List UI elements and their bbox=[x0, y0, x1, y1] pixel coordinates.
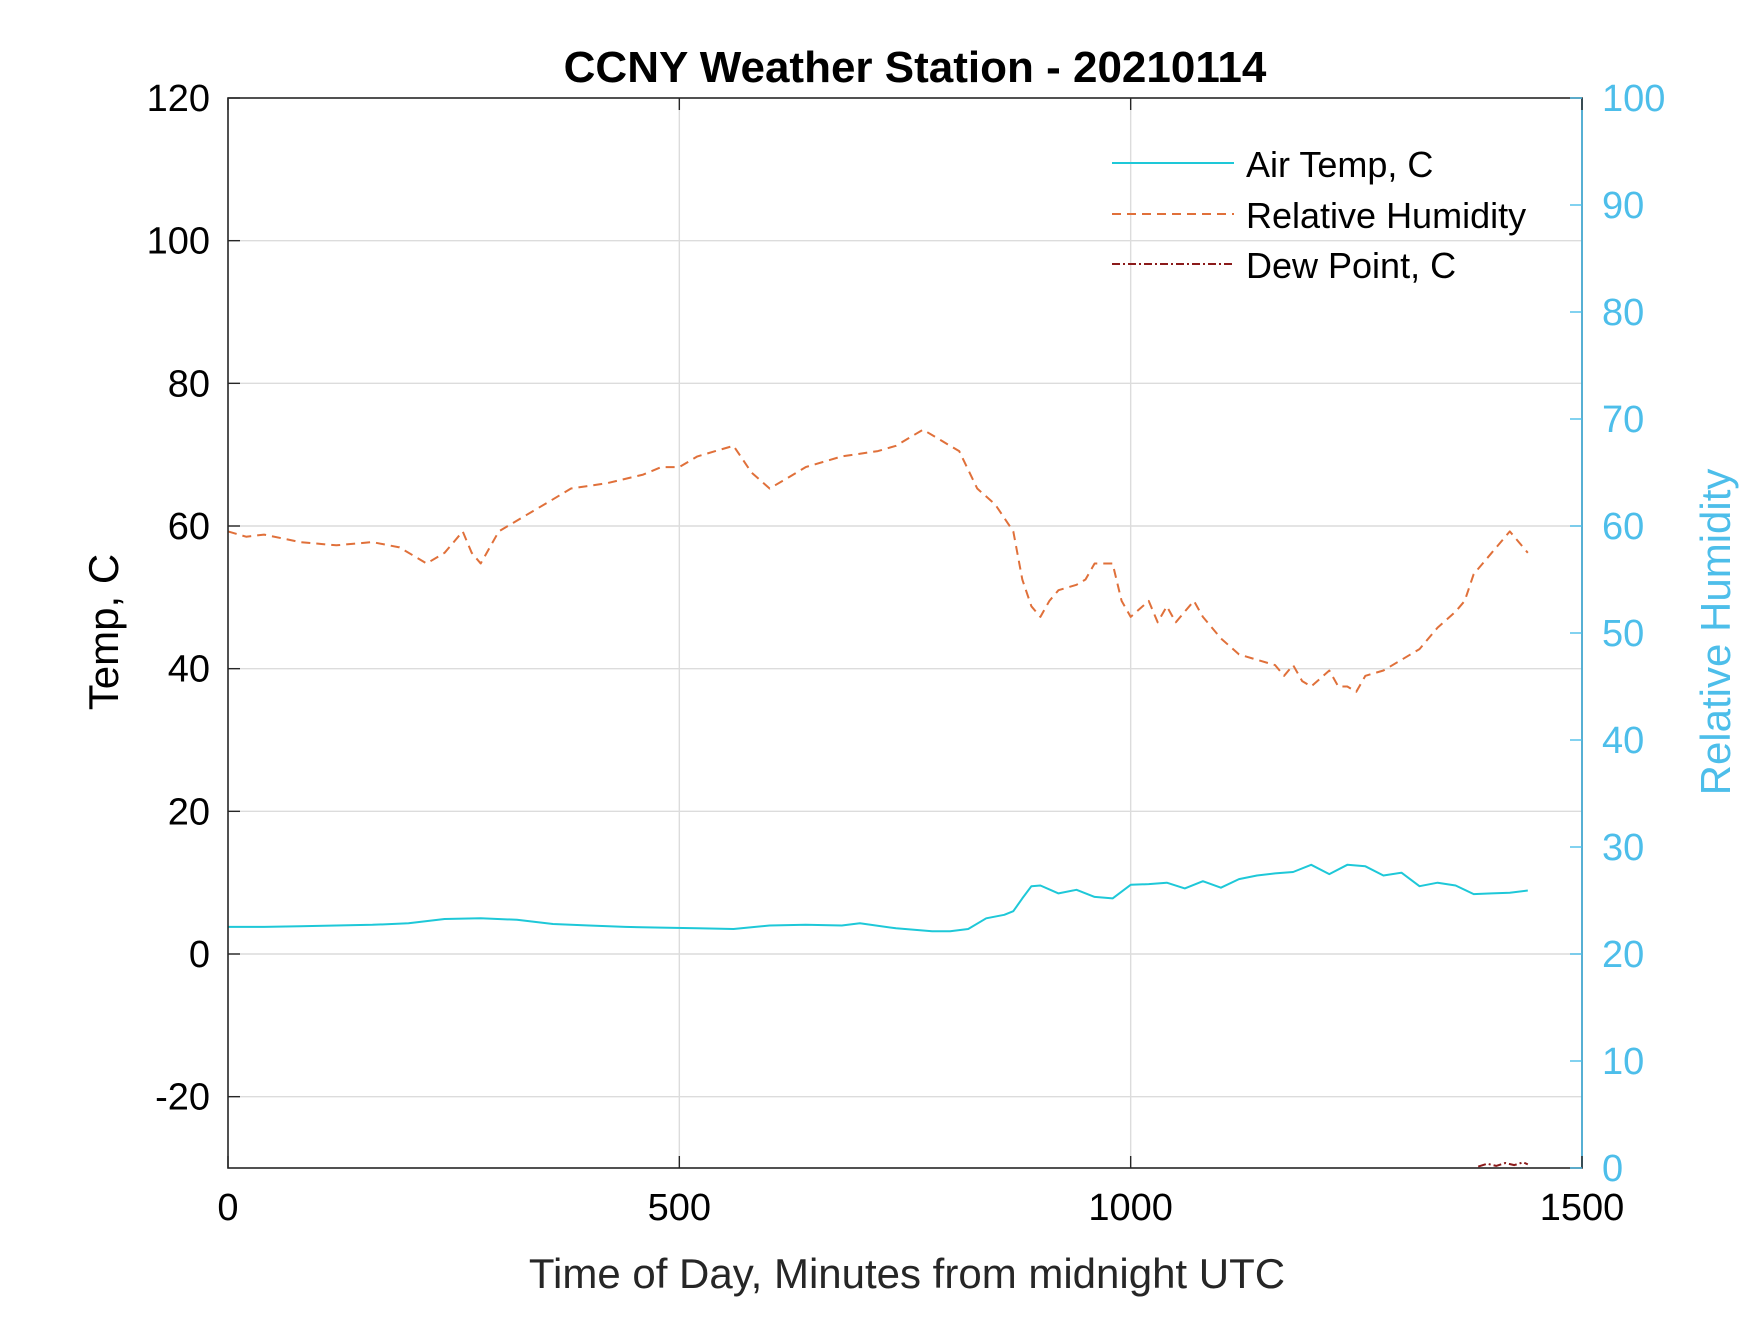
y-tick-label: 40 bbox=[168, 649, 210, 691]
x-axis-label: Time of Day, Minutes from midnight UTC bbox=[529, 1250, 1285, 1297]
y2-tick-label: 100 bbox=[1602, 78, 1665, 120]
ticks-layer: 0 500 1000 1500 -20 0 20 40 60 80 100 120 0 10 20 30 40 5… bbox=[147, 78, 1666, 1229]
y2-tick-label: 70 bbox=[1602, 399, 1644, 441]
chart-title: CCNY Weather Station - 20210114 bbox=[564, 43, 1267, 92]
y-tick-label: 120 bbox=[147, 78, 210, 120]
legend: Air Temp, C Relative Humidity Dew Point,… bbox=[1112, 144, 1526, 286]
y-tick-label: 80 bbox=[168, 363, 210, 405]
legend-label-dew-point: Dew Point, C bbox=[1246, 245, 1456, 286]
x-tick-label: 500 bbox=[648, 1187, 711, 1229]
y2-tick-label: 90 bbox=[1602, 185, 1644, 227]
y2-tick-label: 60 bbox=[1602, 506, 1644, 548]
air-temp-line bbox=[228, 863, 1528, 933]
humidity-line bbox=[227, 428, 1529, 693]
grid-layer bbox=[228, 98, 1582, 1168]
y-tick-label: -20 bbox=[155, 1077, 210, 1119]
y2-tick-label: 30 bbox=[1602, 827, 1644, 869]
x-tick-label: 1500 bbox=[1540, 1187, 1625, 1229]
legend-label-humidity: Relative Humidity bbox=[1246, 195, 1526, 236]
y-tick-label: 100 bbox=[147, 221, 210, 263]
y2-tick-label: 50 bbox=[1602, 613, 1644, 655]
y2-tick-label: 40 bbox=[1602, 720, 1644, 762]
x-tick-label: 1000 bbox=[1088, 1187, 1173, 1229]
series-layer bbox=[227, 428, 1529, 1168]
y2-tick-label: 0 bbox=[1602, 1148, 1623, 1190]
y2-tick-label: 10 bbox=[1602, 1041, 1644, 1083]
y2-tick-label: 20 bbox=[1602, 934, 1644, 976]
y-tick-label: 20 bbox=[168, 791, 210, 833]
y-tick-label: 60 bbox=[168, 506, 210, 548]
legend-label-air-temp: Air Temp, C bbox=[1246, 144, 1433, 185]
dew-point-line bbox=[1477, 1161, 1529, 1168]
x-tick-label: 0 bbox=[217, 1187, 238, 1229]
y-axis-label: Temp, C bbox=[80, 554, 127, 710]
y2-tick-label: 80 bbox=[1602, 292, 1644, 334]
y-tick-label: 0 bbox=[189, 934, 210, 976]
y2-axis-label: Relative Humidity bbox=[1692, 469, 1739, 796]
